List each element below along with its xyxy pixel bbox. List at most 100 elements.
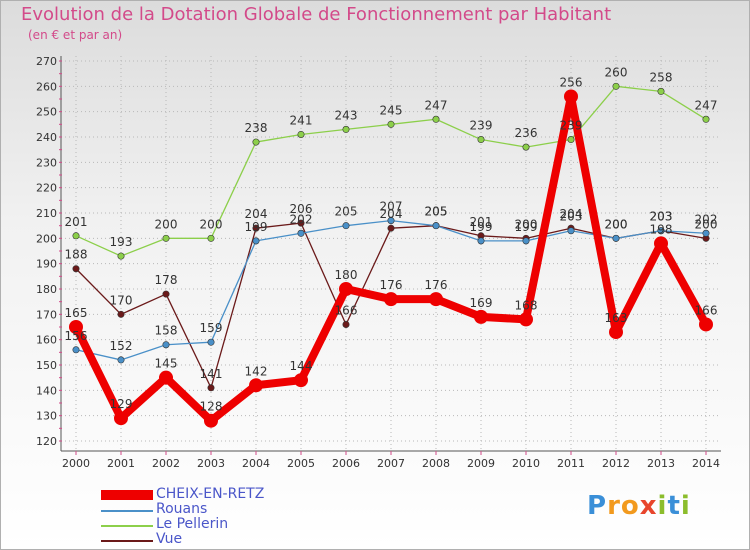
data-label-rouans: 199 (470, 220, 493, 234)
series-lines (69, 82, 713, 428)
point-cheix-en-retz (114, 411, 128, 426)
data-label-vue: 178 (155, 273, 178, 287)
x-tick-label: 2008 (422, 457, 450, 470)
y-tick-label: 160 (36, 334, 57, 347)
point-le-pellerin (117, 252, 125, 260)
point-vue (252, 224, 260, 232)
point-cheix-en-retz (69, 320, 83, 334)
point-cheix-en-retz (609, 325, 623, 340)
data-label-vue: 170 (110, 293, 133, 307)
data-label-le-pellerin: 247 (425, 98, 448, 112)
point-rouans (432, 222, 440, 230)
point-le-pellerin (297, 130, 305, 138)
point-cheix-en-retz (654, 236, 668, 251)
data-label-cheix-en-retz: 166 (695, 303, 718, 317)
data-label-rouans: 158 (155, 324, 178, 338)
point-le-pellerin (657, 87, 665, 95)
point-rouans (117, 356, 125, 364)
data-label-cheix-en-retz: 169 (470, 296, 493, 310)
point-cheix-en-retz (564, 89, 578, 104)
data-label-cheix-en-retz: 144 (290, 359, 313, 373)
series-cheix-en-retz (69, 89, 713, 428)
data-label-rouans: 152 (110, 339, 133, 353)
y-tick-label: 150 (36, 359, 57, 372)
data-label-rouans: 202 (695, 212, 718, 226)
data-label-le-pellerin: 201 (65, 215, 88, 229)
data-label-le-pellerin: 247 (695, 98, 718, 112)
x-tick-label: 2013 (647, 457, 675, 470)
y-tick-label: 170 (36, 308, 57, 321)
point-le-pellerin (522, 143, 530, 151)
x-tick-label: 2002 (152, 457, 180, 470)
point-cheix-en-retz (699, 317, 713, 332)
y-tick-label: 220 (36, 182, 57, 195)
x-tick-label: 2000 (62, 457, 90, 470)
point-rouans (342, 222, 350, 230)
data-label-cheix-en-retz: 176 (380, 278, 403, 292)
point-le-pellerin (252, 138, 260, 146)
data-label-cheix-en-retz: 256 (560, 75, 583, 89)
point-le-pellerin (477, 136, 485, 144)
y-tick-label: 190 (36, 258, 57, 271)
point-rouans (567, 227, 575, 235)
point-rouans (522, 237, 530, 245)
point-le-pellerin (342, 125, 350, 133)
data-label-le-pellerin: 258 (650, 70, 673, 84)
data-label-cheix-en-retz: 142 (245, 364, 268, 378)
data-label-rouans: 203 (650, 210, 673, 224)
data-label-vue: 188 (65, 248, 88, 262)
point-cheix-en-retz (384, 292, 398, 307)
data-label-le-pellerin: 239 (470, 119, 493, 133)
data-label-rouans: 159 (200, 321, 223, 335)
x-tick-label: 2006 (332, 457, 360, 470)
data-label-cheix-en-retz: 176 (425, 278, 448, 292)
logo-letter: P (587, 491, 608, 521)
point-rouans (657, 227, 665, 235)
x-tick-label: 2012 (602, 457, 630, 470)
point-rouans (162, 341, 170, 349)
data-label-le-pellerin: 245 (380, 103, 403, 117)
point-vue (297, 219, 305, 227)
point-rouans (387, 217, 395, 225)
legend-swatch-le-pellerin (101, 525, 153, 527)
data-label-le-pellerin: 238 (245, 121, 268, 135)
x-tick-label: 2001 (107, 457, 135, 470)
y-tick-label: 130 (36, 410, 57, 423)
point-vue (207, 384, 215, 392)
point-rouans (702, 229, 710, 237)
legend-label-le-pellerin: Le Pellerin (156, 516, 229, 532)
data-label-cheix-en-retz: 163 (605, 311, 628, 325)
y-tick-label: 200 (36, 232, 57, 245)
data-label-rouans: 199 (515, 220, 538, 234)
point-le-pellerin (387, 120, 395, 128)
data-label-cheix-en-retz: 165 (65, 306, 88, 320)
data-label-le-pellerin: 239 (560, 119, 583, 133)
data-label-le-pellerin: 260 (605, 65, 628, 79)
point-cheix-en-retz (474, 309, 488, 324)
point-rouans (252, 237, 260, 245)
x-tick-label: 2010 (512, 457, 540, 470)
data-label-vue: 200 (695, 217, 718, 231)
data-label-le-pellerin: 236 (515, 126, 538, 140)
point-le-pellerin (567, 136, 575, 144)
x-tick-label: 2005 (287, 457, 315, 470)
data-label-le-pellerin: 241 (290, 113, 313, 127)
data-label-rouans: 156 (65, 329, 88, 343)
x-tick-label: 2014 (692, 457, 720, 470)
x-axis-ticks: 2000 2001 2002 2003 2004 2005 2006 2007 2008 2009… (61, 450, 721, 470)
x-tick-label: 2011 (557, 457, 585, 470)
point-vue (342, 320, 350, 328)
data-label-vue: 204 (380, 207, 403, 221)
legend-label-vue: Vue (156, 531, 183, 547)
data-label-rouans: 202 (290, 212, 313, 226)
y-tick-label: 120 (36, 435, 57, 448)
data-label-vue: 206 (290, 202, 313, 216)
data-label-rouans: 199 (245, 220, 268, 234)
chart-subtitle: (en € et par an) (28, 28, 123, 42)
logo-letter: i (657, 491, 668, 521)
point-le-pellerin (162, 234, 170, 242)
chart-title: Evolution de la Dotation Globale de Fonc… (21, 4, 612, 25)
legend-swatch-cheix-en-retz (101, 490, 153, 500)
logo-letter: x (639, 491, 658, 521)
data-label-vue: 200 (515, 217, 538, 231)
